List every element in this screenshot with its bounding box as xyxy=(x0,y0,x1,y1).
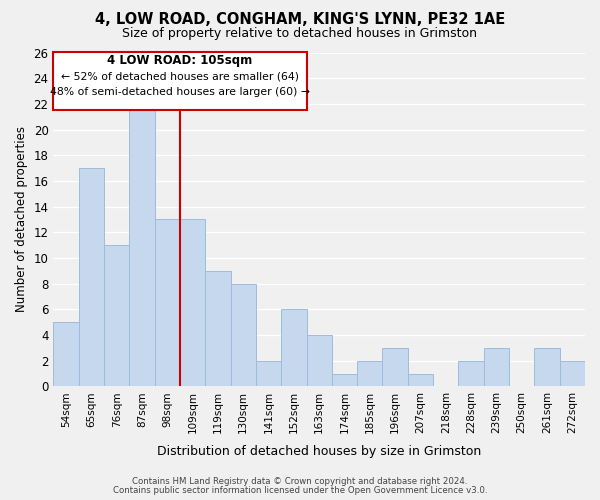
Bar xyxy=(382,348,408,387)
Bar xyxy=(307,335,332,386)
Bar xyxy=(484,348,509,387)
Bar xyxy=(205,271,230,386)
Bar xyxy=(79,168,104,386)
Bar xyxy=(535,348,560,387)
Bar xyxy=(130,104,155,387)
Text: 4 LOW ROAD: 105sqm: 4 LOW ROAD: 105sqm xyxy=(107,54,253,66)
Text: 48% of semi-detached houses are larger (60) →: 48% of semi-detached houses are larger (… xyxy=(50,88,310,98)
Bar xyxy=(230,284,256,387)
Text: Contains HM Land Registry data © Crown copyright and database right 2024.: Contains HM Land Registry data © Crown c… xyxy=(132,477,468,486)
Bar xyxy=(458,360,484,386)
Bar xyxy=(357,360,382,386)
Bar xyxy=(180,220,205,386)
Text: ← 52% of detached houses are smaller (64): ← 52% of detached houses are smaller (64… xyxy=(61,72,299,82)
Bar xyxy=(281,310,307,386)
Bar xyxy=(256,360,281,386)
X-axis label: Distribution of detached houses by size in Grimston: Distribution of detached houses by size … xyxy=(157,444,481,458)
Bar xyxy=(53,52,307,110)
Y-axis label: Number of detached properties: Number of detached properties xyxy=(15,126,28,312)
Bar xyxy=(408,374,433,386)
Bar xyxy=(332,374,357,386)
Text: 4, LOW ROAD, CONGHAM, KING'S LYNN, PE32 1AE: 4, LOW ROAD, CONGHAM, KING'S LYNN, PE32 … xyxy=(95,12,505,28)
Bar xyxy=(155,220,180,386)
Bar xyxy=(560,360,585,386)
Text: Size of property relative to detached houses in Grimston: Size of property relative to detached ho… xyxy=(122,28,478,40)
Text: Contains public sector information licensed under the Open Government Licence v3: Contains public sector information licen… xyxy=(113,486,487,495)
Bar xyxy=(104,245,130,386)
Bar xyxy=(53,322,79,386)
